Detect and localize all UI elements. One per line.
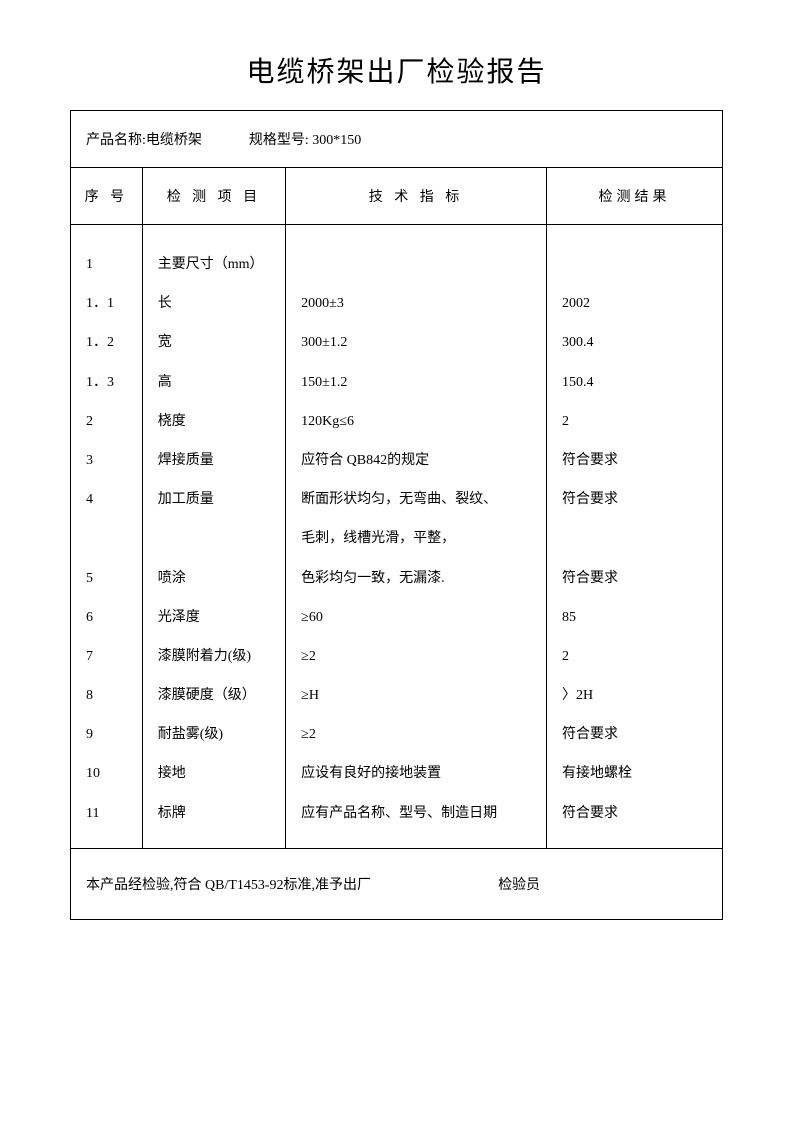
table-cell: 120Kg≤6 xyxy=(301,402,531,441)
table-cell: 符合要求 xyxy=(562,559,707,598)
table-cell: 毛刺，线槽光滑，平整， xyxy=(301,519,531,558)
table-cell: 150.4 xyxy=(562,363,707,402)
table-cell: 1．3 xyxy=(86,363,127,402)
item-column-data: 主要尺寸（mm） 长 宽 高 桡度 焊接质量 加工质量 喷涂 光泽度 漆膜附着力… xyxy=(143,225,285,848)
col-header-result: 检测结果 xyxy=(546,168,722,225)
table-cell: 主要尺寸（mm） xyxy=(158,245,270,284)
table-cell: 4 xyxy=(86,480,127,519)
table-cell: 11 xyxy=(86,794,127,833)
table-cell: 2 xyxy=(562,637,707,676)
table-cell xyxy=(301,245,531,284)
table-cell: 5 xyxy=(86,559,127,598)
table-cell: 2 xyxy=(562,402,707,441)
table-cell: 应设有良好的接地装置 xyxy=(301,754,531,793)
table-cell: 符合要求 xyxy=(562,715,707,754)
table-cell: 6 xyxy=(86,598,127,637)
table-cell: 9 xyxy=(86,715,127,754)
table-cell xyxy=(562,245,707,284)
table-cell: 150±1.2 xyxy=(301,363,531,402)
table-cell: 接地 xyxy=(158,754,270,793)
table-cell: 1．2 xyxy=(86,323,127,362)
table-cell: 符合要求 xyxy=(562,480,707,519)
col-header-spec: 技 术 指 标 xyxy=(286,168,547,225)
spec-model-label: 规格型号: xyxy=(249,133,309,148)
table-cell: 加工质量 xyxy=(158,480,270,519)
table-cell: 标牌 xyxy=(158,794,270,833)
table-cell: 10 xyxy=(86,754,127,793)
table-cell: 宽 xyxy=(158,323,270,362)
spec-column-data: 2000±3 300±1.2 150±1.2 120Kg≤6 应符合 QB842… xyxy=(286,225,546,848)
table-cell: 高 xyxy=(158,363,270,402)
table-cell xyxy=(158,519,270,558)
table-cell: 8 xyxy=(86,676,127,715)
table-cell xyxy=(562,519,707,558)
table-cell: 耐盐雾(级) xyxy=(158,715,270,754)
table-cell: 漆膜硬度（级） xyxy=(158,676,270,715)
table-cell: 色彩均匀一致，无漏漆. xyxy=(301,559,531,598)
table-cell: ≥60 xyxy=(301,598,531,637)
table-cell: ≥2 xyxy=(301,715,531,754)
table-cell: 焊接质量 xyxy=(158,441,270,480)
report-title: 电缆桥架出厂检验报告 xyxy=(70,50,723,90)
data-section: 1 1．1 1．2 1．3 2 3 4 5 6 7 8 9 10 11 主要尺寸… xyxy=(71,225,723,849)
table-cell: 有接地螺栓 xyxy=(562,754,707,793)
inspector-label: 检验员 xyxy=(498,878,540,893)
footer-conclusion: 本产品经检验,符合 QB/T1453-92标准,准予出厂 xyxy=(86,878,371,893)
table-cell: 〉2H xyxy=(562,676,707,715)
col-header-item: 检 测 项 目 xyxy=(142,168,285,225)
table-cell: 喷涂 xyxy=(158,559,270,598)
table-cell: 300±1.2 xyxy=(301,323,531,362)
footer-row: 本产品经检验,符合 QB/T1453-92标准,准予出厂 检验员 xyxy=(71,848,723,919)
table-cell: ≥H xyxy=(301,676,531,715)
table-cell: 光泽度 xyxy=(158,598,270,637)
result-column-data: 2002 300.4 150.4 2 符合要求 符合要求 符合要求 85 2 〉… xyxy=(547,225,722,848)
product-name-value: 电缆桥架 xyxy=(146,133,202,148)
table-cell: 2002 xyxy=(562,284,707,323)
table-cell: 应符合 QB842的规定 xyxy=(301,441,531,480)
table-cell: 符合要求 xyxy=(562,441,707,480)
table-cell: 1 xyxy=(86,245,127,284)
table-cell: 2000±3 xyxy=(301,284,531,323)
report-table: 产品名称:电缆桥架 规格型号: 300*150 序 号 检 测 项 目 技 术 … xyxy=(70,110,723,920)
table-cell: 断面形状均匀，无弯曲、裂纹、 xyxy=(301,480,531,519)
table-cell: 1．1 xyxy=(86,284,127,323)
table-cell: 7 xyxy=(86,637,127,676)
table-cell: 300.4 xyxy=(562,323,707,362)
table-cell: 应有产品名称、型号、制造日期 xyxy=(301,794,531,833)
spec-model-value: 300*150 xyxy=(312,133,361,148)
product-header-row: 产品名称:电缆桥架 规格型号: 300*150 xyxy=(71,111,723,168)
table-cell: 3 xyxy=(86,441,127,480)
column-header-row: 序 号 检 测 项 目 技 术 指 标 检测结果 xyxy=(71,168,723,225)
table-cell: 桡度 xyxy=(158,402,270,441)
table-cell: 长 xyxy=(158,284,270,323)
product-name-label: 产品名称: xyxy=(86,133,146,148)
table-cell: 85 xyxy=(562,598,707,637)
table-cell: 符合要求 xyxy=(562,794,707,833)
table-cell: 2 xyxy=(86,402,127,441)
seq-column-data: 1 1．1 1．2 1．3 2 3 4 5 6 7 8 9 10 11 xyxy=(71,225,142,848)
col-header-seq: 序 号 xyxy=(71,168,143,225)
table-cell: ≥2 xyxy=(301,637,531,676)
table-cell: 漆膜附着力(级) xyxy=(158,637,270,676)
table-cell xyxy=(86,519,127,558)
